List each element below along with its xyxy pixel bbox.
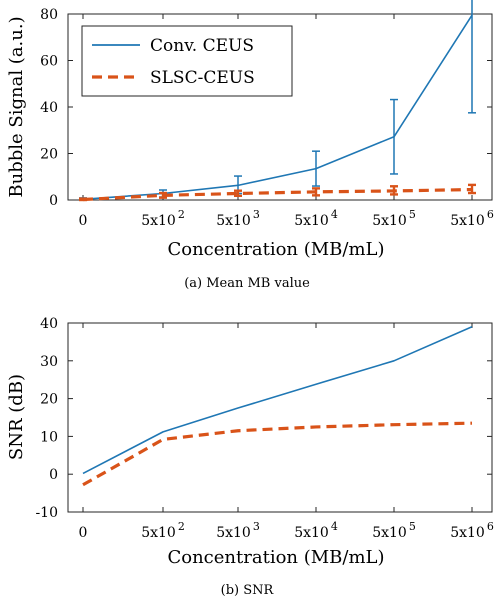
series-line-slsc [82, 421, 473, 487]
plot-area-b [67, 322, 493, 513]
series-b [82, 326, 473, 487]
x-tick-label: 5x10 4 [294, 208, 338, 229]
x-tick-label: 5x10 3 [216, 520, 260, 541]
x-tick-label: 5x10 6 [450, 520, 494, 541]
y-axis-label-a: Bubble Signal (a.u.) [6, 16, 27, 197]
y-tick-label: 60 [40, 54, 58, 70]
series-line-conv [82, 326, 473, 475]
series-a [79, 0, 476, 202]
y-tick-label: 40 [40, 316, 58, 332]
y-tick-label: 80 [40, 7, 58, 23]
caption-b: (b) SNR [221, 583, 275, 598]
x-tick-label: 5x10 5 [372, 208, 416, 229]
y-tick-label: 30 [40, 354, 58, 370]
y-ticks-a: 0 20 40 60 80 [40, 7, 492, 209]
x-tick-label: 5x10 6 [450, 208, 494, 229]
series-line-slsc [82, 187, 473, 202]
chart-mean-mb: 0 20 40 60 80 0 5x10 2 5x10 3 5x10 4 5x10 5 5x10 6 Bub… [6, 0, 494, 291]
y-tick-label: 20 [40, 147, 58, 163]
caption-a: (a) Mean MB value [184, 276, 310, 291]
x-ticks-a: 0 5x10 2 5x10 3 5x10 4 5x10 5 5x10 6 [79, 14, 494, 229]
legend-box [81, 25, 293, 97]
x-tick-label: 5x10 2 [141, 520, 185, 541]
y-axis-label-b: SNR (dB) [6, 374, 27, 460]
y-tick-label: 40 [40, 100, 58, 116]
y-tick-label: 10 [40, 429, 58, 445]
y-ticks-b: -10 0 10 20 30 40 [35, 316, 492, 521]
y-tick-label: 0 [49, 193, 58, 209]
x-axis-label-a: Concentration (MB/mL) [167, 239, 384, 260]
x-tick-label: 5x10 4 [294, 520, 338, 541]
x-tick-label: 0 [79, 213, 88, 229]
error-bar [234, 189, 242, 198]
x-tick-label: 5x10 5 [372, 520, 416, 541]
y-tick-label: 20 [40, 392, 58, 408]
x-tick-label: 5x10 3 [216, 208, 260, 229]
x-axis-label-b: Concentration (MB/mL) [167, 547, 384, 568]
x-tick-label: 0 [79, 525, 88, 541]
y-tick-label: 0 [49, 467, 58, 483]
legend: Conv. CEUS SLSC-CEUS [81, 25, 293, 97]
legend-label-slsc: SLSC-CEUS [150, 68, 255, 88]
x-tick-label: 5x10 2 [141, 208, 185, 229]
error-bar [468, 183, 476, 195]
y-tick-label: -10 [35, 505, 58, 521]
x-ticks-b: 0 5x10 2 5x10 3 5x10 4 5x10 5 5x10 6 [79, 323, 494, 541]
legend-label-conv: Conv. CEUS [150, 36, 254, 56]
